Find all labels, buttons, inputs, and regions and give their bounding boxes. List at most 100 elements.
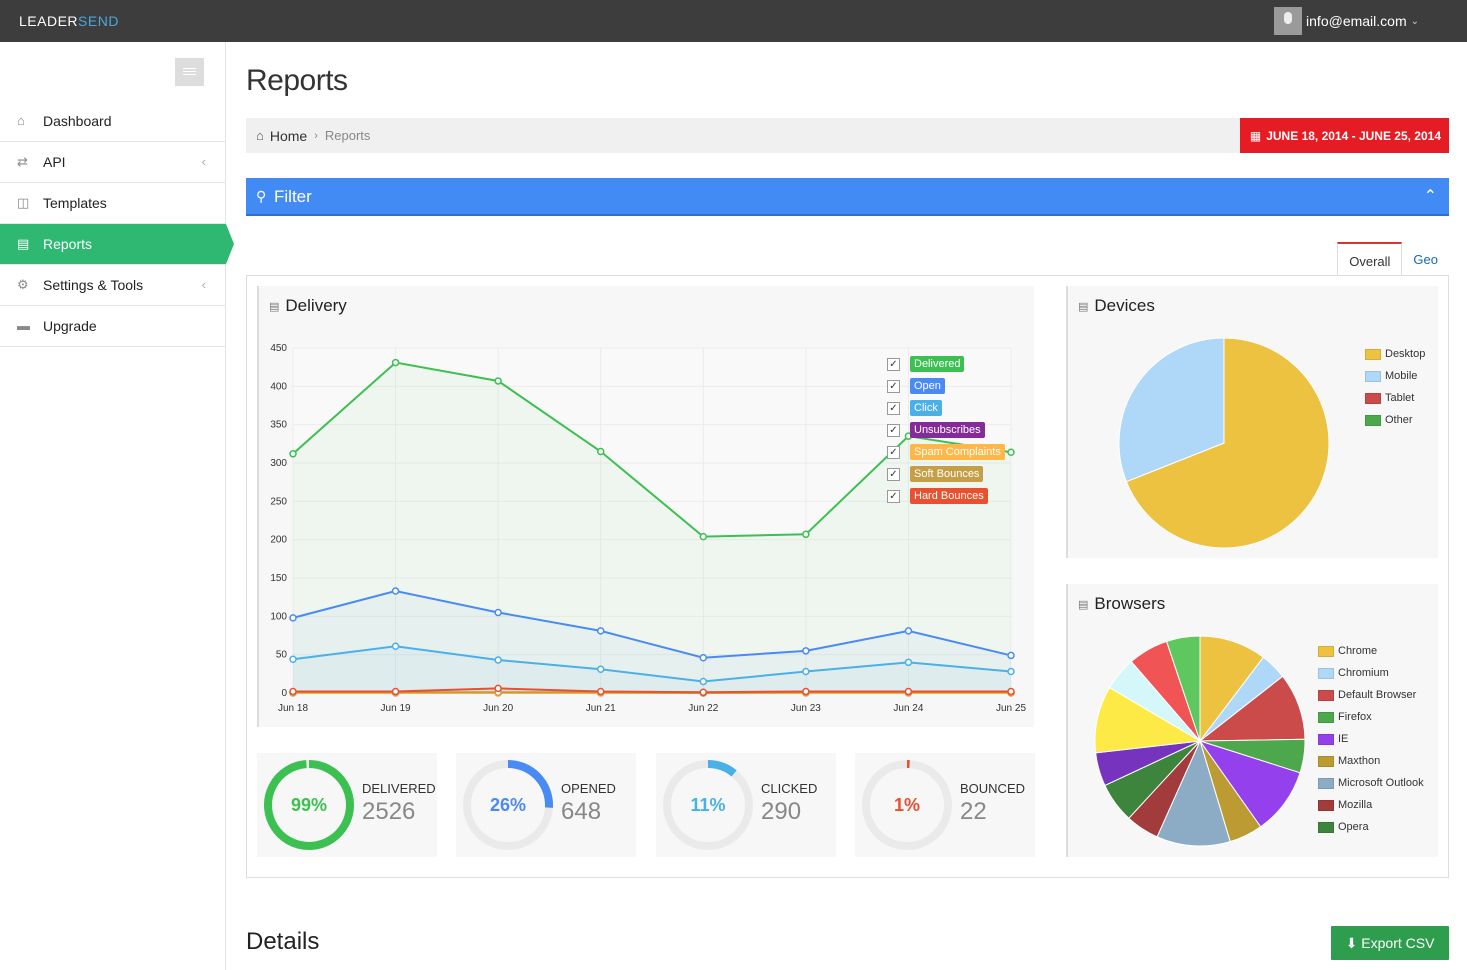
bar-chart-icon: ▤ (17, 236, 30, 251)
sidebar-item-reports[interactable]: ▤ Reports (0, 224, 234, 265)
ring-percent: 26% (490, 795, 526, 815)
legend-label: Click (910, 400, 942, 416)
date-range-label: JUNE 18, 2014 - JUNE 25, 2014 (1266, 128, 1441, 143)
legend-item-open[interactable]: ✓ Open (887, 375, 1005, 397)
tab-overall[interactable]: Overall (1337, 242, 1403, 276)
data-point-delivered (596, 447, 605, 456)
legend-swatch (1318, 689, 1334, 701)
legend-swatch (1318, 799, 1334, 811)
legend-label: Microsoft Outlook (1338, 777, 1424, 789)
export-csv-button[interactable]: ⬇ Export CSV (1331, 926, 1449, 960)
chevron-up-icon[interactable]: ⌃ (1423, 188, 1437, 205)
legend-item: Microsoft Outlook (1318, 772, 1424, 794)
tab-geo[interactable]: Geo (1413, 252, 1438, 267)
filter-bar[interactable]: ⚲ Filter ⌃ (246, 178, 1449, 216)
legend-item: Tablet (1365, 387, 1425, 409)
x-tick-label: Jun 23 (791, 703, 821, 714)
browsers-title: ▤ Browsers (1078, 594, 1165, 614)
data-point-delivered (699, 532, 708, 541)
search-icon: ⚲ (256, 188, 267, 204)
progress-ring: 1% (862, 760, 952, 850)
details-title: Details (246, 928, 320, 955)
delivery-legend: ✓ Delivered ✓ Open ✓ Click ✓ Unsubscribes ✓ Spam … (887, 353, 1005, 507)
legend-checkbox[interactable]: ✓ (887, 401, 900, 415)
sidebar-item-dashboard[interactable]: ⌂ Dashboard (0, 101, 226, 142)
legend-item-click[interactable]: ✓ Click (887, 397, 1005, 419)
y-tick-label: 350 (270, 420, 287, 431)
y-tick-label: 100 (270, 611, 287, 622)
legend-item-soft-bounces[interactable]: ✓ Soft Bounces (887, 463, 1005, 485)
chevron-right-icon: › (314, 129, 318, 142)
stat-label: OPENED (561, 781, 616, 796)
legend-checkbox[interactable]: ✓ (887, 423, 900, 437)
series-line-hard-bounces (293, 687, 1011, 694)
y-tick-label: 200 (270, 535, 287, 546)
sidebar-item-templates[interactable]: ◫ Templates (0, 183, 226, 224)
sidebar-item-upgrade[interactable]: ▬ Upgrade (0, 306, 226, 347)
legend-item: IE (1318, 728, 1424, 750)
sidebar-item-label: API (43, 154, 66, 170)
legend-label: Chromium (1338, 667, 1389, 679)
data-point-click (494, 656, 502, 664)
user-menu[interactable]: info@email.com ⌄ (1274, 7, 1419, 35)
chevron-down-icon: ⌄ (1410, 15, 1419, 27)
series-line-open (292, 590, 1012, 659)
legend-label: Tablet (1385, 392, 1415, 404)
shuffle-icon: ⇄ (17, 154, 28, 169)
devices-title: ▤ Devices (1078, 296, 1155, 316)
sidebar-item-api[interactable]: ⇄ API ‹ (0, 142, 226, 183)
browsers-pie-chart (1094, 635, 1306, 847)
legend-item: Mobile (1365, 365, 1425, 387)
breadcrumb-home-link[interactable]: Home (269, 127, 308, 144)
y-tick-label: 250 (270, 496, 287, 507)
legend-swatch (1365, 370, 1381, 382)
stat-label: CLICKED (761, 781, 818, 796)
app-logo[interactable]: LEADERSEND (19, 13, 119, 29)
y-tick-label: 150 (270, 573, 287, 584)
breadcrumb: ⌂ Home › Reports ▦ JUNE 18, 2014 - JUNE … (246, 118, 1449, 153)
legend-checkbox[interactable]: ✓ (887, 489, 900, 503)
data-point-delivered (802, 530, 810, 539)
gears-icon: ⚙ (17, 277, 29, 292)
sidebar-item-label: Dashboard (43, 113, 112, 129)
data-point-delivered (391, 358, 400, 367)
date-range-button[interactable]: ▦ JUNE 18, 2014 - JUNE 25, 2014 (1239, 118, 1449, 153)
legend-item-spam-complaints[interactable]: ✓ Spam Complaints (887, 441, 1005, 463)
data-point-hard-bounces (391, 687, 400, 696)
legend-checkbox[interactable]: ✓ (887, 467, 900, 481)
home-icon: ⌂ (256, 128, 264, 143)
data-point-delivered (289, 450, 297, 458)
report-tabs: Overall Geo (1337, 242, 1449, 276)
data-point-hard-bounces (494, 684, 502, 693)
legend-label: Mobile (1385, 370, 1418, 382)
menu-toggle-button[interactable] (175, 58, 204, 86)
data-point-click (289, 655, 297, 664)
legend-item: Chromium (1318, 662, 1424, 684)
legend-swatch (1318, 821, 1334, 833)
user-email: info@email.com (1306, 13, 1407, 29)
ring-percent: 99% (291, 795, 327, 815)
legend-swatch (1318, 645, 1334, 657)
data-point-open (802, 647, 810, 655)
legend-checkbox[interactable]: ✓ (887, 357, 900, 371)
legend-item-hard-bounces[interactable]: ✓ Hard Bounces (887, 485, 1005, 507)
sidebar-item-settings-tools[interactable]: ⚙ Settings & Tools ‹ (0, 265, 226, 306)
sidebar-item-label: Reports (43, 236, 93, 252)
y-tick-label: 50 (276, 650, 288, 661)
legend-item-unsubscribes[interactable]: ✓ Unsubscribes (887, 419, 1005, 441)
legend-label: Hard Bounces (910, 488, 988, 504)
legend-checkbox[interactable]: ✓ (887, 379, 900, 393)
x-tick-label: Jun 25 (996, 703, 1026, 714)
legend-item-delivered[interactable]: ✓ Delivered (887, 353, 1005, 375)
credit-card-icon: ▬ (17, 318, 30, 333)
stat-value: 22 (960, 798, 987, 825)
legend-item: Desktop (1365, 343, 1425, 365)
legend-label: Default Browser (1338, 689, 1417, 701)
stat-bounced: 1% BOUNCED 22 (855, 753, 1035, 857)
delivery-box: ▤ Delivery 0 50 100 150 200 250 300 350 400 450 Ju… (257, 286, 1034, 727)
legend-checkbox[interactable]: ✓ (887, 445, 900, 459)
series-area-click (293, 646, 1011, 693)
stat-value: 648 (561, 798, 602, 825)
legend-swatch (1365, 414, 1381, 426)
data-point-open (494, 608, 502, 617)
